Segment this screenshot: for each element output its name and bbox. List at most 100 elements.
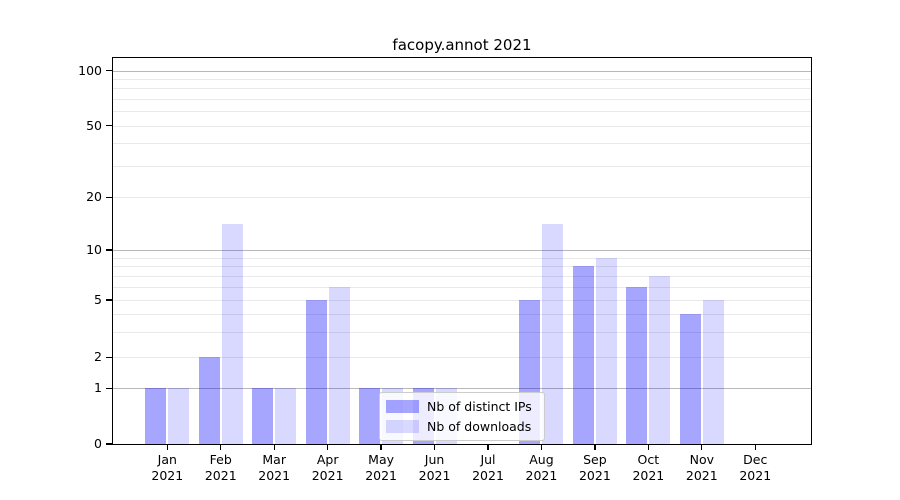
y-axis-tick xyxy=(106,249,112,251)
bar-distinct-ips xyxy=(626,286,648,444)
legend-swatch xyxy=(386,400,419,414)
gridline-minor xyxy=(113,111,811,113)
x-tick-label: Sep 2021 xyxy=(568,452,622,484)
chart-title: facopy.annot 2021 xyxy=(392,36,532,54)
x-axis-tick xyxy=(273,444,275,450)
gridline-minor xyxy=(113,313,811,315)
legend-item: Nb of downloads xyxy=(386,419,538,434)
x-axis-tick xyxy=(754,444,756,450)
y-axis-tick xyxy=(106,125,112,127)
y-tick-label: 100 xyxy=(78,62,102,78)
x-axis-tick xyxy=(701,444,703,450)
bar-downloads xyxy=(328,286,350,444)
x-axis-tick xyxy=(220,444,222,450)
bar-distinct-ips xyxy=(145,388,167,444)
x-tick-label-year: 2021 xyxy=(525,468,558,483)
gridline-minor xyxy=(113,197,811,199)
x-tick-label-month: Nov xyxy=(689,452,714,467)
x-tick-label-year: 2021 xyxy=(365,468,397,483)
legend: Nb of distinct IPs Nb of downloads xyxy=(379,392,545,441)
gridline-minor xyxy=(113,79,811,81)
y-axis-tick xyxy=(106,443,112,445)
x-tick-label-year: 2021 xyxy=(311,468,344,483)
x-tick-label-year: 2021 xyxy=(204,468,237,483)
bar-downloads xyxy=(275,388,297,444)
y-tick-label: 1 xyxy=(94,380,102,396)
x-tick-label: Jul 2021 xyxy=(461,452,515,484)
x-axis-tick xyxy=(380,444,382,450)
x-tick-label-month: Apr xyxy=(316,452,339,467)
x-axis-tick xyxy=(540,444,543,450)
plot-area xyxy=(112,57,812,445)
x-tick-label-month: Mar xyxy=(262,452,286,467)
x-tick-label-month: Jul xyxy=(480,452,496,467)
x-tick-label-year: 2021 xyxy=(418,468,451,483)
gridline-minor xyxy=(113,143,811,145)
gridline-major xyxy=(113,388,811,390)
y-axis-tick xyxy=(106,299,112,301)
gridline-minor xyxy=(113,331,811,333)
y-tick-label: 20 xyxy=(86,189,102,205)
x-tick-label: Jan 2021 xyxy=(140,452,194,484)
legend-swatch xyxy=(386,419,419,433)
bar-distinct-ips xyxy=(679,313,701,444)
bar-distinct-ips xyxy=(252,388,274,444)
gridline-minor xyxy=(113,266,811,268)
x-tick-label: Nov 2021 xyxy=(675,452,729,484)
y-tick-label: 10 xyxy=(86,242,102,257)
x-tick-label: Mar 2021 xyxy=(247,452,301,484)
x-tick-label-month: Feb xyxy=(209,452,232,467)
bar-downloads xyxy=(649,275,671,444)
x-tick-label: Aug 2021 xyxy=(514,452,568,484)
y-tick-label: 5 xyxy=(94,292,102,307)
x-tick-label-month: Jun xyxy=(424,452,445,467)
gridline-minor xyxy=(113,165,811,167)
y-tick-label: 0 xyxy=(94,436,102,451)
x-tick-label-month: Oct xyxy=(637,452,660,467)
bar-distinct-ips xyxy=(572,266,594,444)
bar-downloads xyxy=(542,224,564,444)
x-tick-label-year: 2021 xyxy=(685,468,718,483)
gridline-minor xyxy=(113,286,811,288)
x-tick-label-month: May xyxy=(368,452,395,467)
x-tick-label-year: 2021 xyxy=(739,468,772,483)
x-tick-label: Jun 2021 xyxy=(408,452,462,484)
x-tick-label-month: Sep xyxy=(583,452,607,467)
legend-label: Nb of distinct IPs xyxy=(427,399,532,415)
gridline-major xyxy=(113,70,811,72)
y-axis-tick xyxy=(106,356,112,358)
gridline-minor xyxy=(113,300,811,301)
x-axis-tick xyxy=(326,444,329,450)
bar-downloads xyxy=(702,300,724,444)
x-tick-label-month: Jan xyxy=(157,452,177,467)
y-tick-label: 50 xyxy=(86,117,102,133)
y-axis-tick xyxy=(106,196,112,198)
x-tick-label: Dec 2021 xyxy=(728,452,782,484)
gridline-minor xyxy=(113,88,811,90)
bar-downloads xyxy=(221,224,243,444)
x-axis-tick xyxy=(594,444,596,450)
gridline-minor xyxy=(113,99,811,100)
gridline-minor xyxy=(113,125,811,127)
x-tick-label: May 2021 xyxy=(354,452,408,484)
legend-label: Nb of downloads xyxy=(427,418,532,434)
bar-downloads xyxy=(168,388,190,444)
x-tick-label: Apr 2021 xyxy=(301,452,355,484)
y-tick-label: 2 xyxy=(94,349,102,365)
gridline-major xyxy=(113,250,811,251)
x-tick-label-year: 2021 xyxy=(578,468,611,483)
x-tick-label-year: 2021 xyxy=(632,468,665,483)
x-axis-tick xyxy=(166,444,168,450)
x-axis-tick xyxy=(487,444,489,450)
bar-distinct-ips xyxy=(198,357,220,444)
x-tick-label-year: 2021 xyxy=(151,468,184,483)
x-tick-label: Oct 2021 xyxy=(621,452,675,484)
x-axis-tick xyxy=(647,444,650,450)
x-tick-label: Feb 2021 xyxy=(194,452,248,484)
gridline-minor xyxy=(113,357,811,359)
x-tick-label-month: Dec xyxy=(743,452,768,467)
legend-item: Nb of distinct IPs xyxy=(386,399,538,414)
x-tick-label-month: Aug xyxy=(529,452,554,467)
bar-downloads xyxy=(595,257,617,444)
